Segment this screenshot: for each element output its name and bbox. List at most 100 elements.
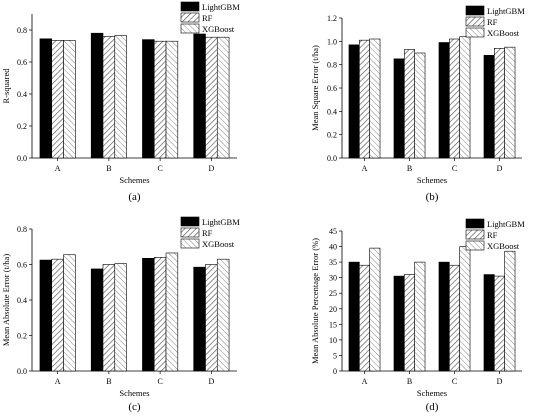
x-tick-label: A xyxy=(362,377,368,386)
y-tick-label: 0.8 xyxy=(327,61,337,70)
y-tick-label: 0.8 xyxy=(17,26,27,35)
bar-lightgbm-c xyxy=(142,257,155,372)
legend-swatch-lightgbm xyxy=(465,218,485,229)
y-axis-title: R-squared xyxy=(1,68,11,104)
bar-lightgbm-b xyxy=(393,58,405,159)
y-tick-label: 25 xyxy=(329,289,337,298)
x-tick-label: B xyxy=(106,377,111,386)
bar-xgboost-b xyxy=(414,261,426,372)
y-tick-label: 0.8 xyxy=(17,225,27,234)
chart-panel-d: 0 5 10 15 20 25 30 35 40 45 A B C D Schemes Mean Absolu… xyxy=(310,218,525,413)
bar-xgboost-c xyxy=(459,36,471,159)
bar-xgboost-c xyxy=(459,246,471,372)
panel-label: (b) xyxy=(426,191,439,203)
legend-swatch-rf xyxy=(180,12,200,23)
bar-lightgbm-d xyxy=(483,55,495,159)
panel-label: (d) xyxy=(426,401,439,413)
bar-lightgbm-b xyxy=(393,275,405,372)
bar-xgboost-a xyxy=(63,40,76,159)
bar-lightgbm-a xyxy=(39,259,53,372)
y-tick-label: 0 xyxy=(333,367,337,376)
bar-rf-a xyxy=(359,264,370,372)
x-tick-label: A xyxy=(362,164,368,173)
y-tick-label: 5 xyxy=(333,351,337,360)
panel-label: (a) xyxy=(128,191,141,203)
x-tick-label: C xyxy=(157,164,162,173)
y-tick-label: 40 xyxy=(329,243,337,252)
legend-swatch-lightgbm xyxy=(465,5,485,16)
y-tick-label: 0.4 xyxy=(17,296,27,305)
y-tick-label: 45 xyxy=(329,227,337,236)
legend-swatch-rf xyxy=(465,229,485,240)
bar-xgboost-a xyxy=(369,247,381,372)
y-tick-label: 0.6 xyxy=(327,84,337,93)
y-tick-label: 10 xyxy=(329,336,337,345)
y-tick-label: 15 xyxy=(329,320,337,329)
bar-rf-c xyxy=(153,40,167,159)
bar-xgboost-b xyxy=(114,35,127,159)
x-tick-label: D xyxy=(208,164,214,173)
x-tick-label: A xyxy=(55,377,61,386)
bar-rf-d xyxy=(494,275,505,372)
x-axis-title: Schemes xyxy=(417,388,447,398)
bar-lightgbm-d xyxy=(483,274,495,372)
legend-swatch-xgboost xyxy=(180,238,200,249)
legend-label-xgboost: XGBoost xyxy=(487,241,520,251)
chart-panel-a: 0.0 0.2 0.4 0.6 0.8 A B C D Schemes R-squared Light… xyxy=(1,1,240,203)
y-tick-label: 0.0 xyxy=(327,154,337,163)
legend-swatch-xgboost xyxy=(465,240,485,251)
bar-rf-a xyxy=(359,39,370,159)
bar-lightgbm-b xyxy=(90,32,104,159)
bar-rf-b xyxy=(404,49,415,159)
bar-lightgbm-d xyxy=(193,33,206,159)
x-tick-label: B xyxy=(106,164,111,173)
bar-xgboost-d xyxy=(504,46,516,159)
bar-rf-c xyxy=(153,257,167,372)
chart-panel-b: 0.0 0.2 0.4 0.6 0.8 1.0 1.2 A B C D Schemes Mean Squ… xyxy=(310,5,525,203)
bar-xgboost-b xyxy=(414,52,426,159)
x-tick-label: D xyxy=(497,377,503,386)
x-axis-title: Schemes xyxy=(119,388,149,398)
legend-label-lightgbm: LightGBM xyxy=(487,6,525,16)
bar-lightgbm-d xyxy=(193,266,206,372)
y-tick-label: 1.2 xyxy=(327,14,337,23)
bar-rf-b xyxy=(404,274,415,372)
panel-label: (c) xyxy=(128,401,141,413)
x-tick-label: C xyxy=(157,377,162,386)
legend-swatch-lightgbm xyxy=(180,1,200,12)
bar-rf-d xyxy=(494,48,505,159)
legend-label-rf: RF xyxy=(202,13,213,23)
y-tick-label: 0.2 xyxy=(327,131,337,140)
bar-lightgbm-c xyxy=(142,39,155,159)
y-axis-title: Mean Absolute Error (t/ha) xyxy=(1,254,11,346)
y-tick-label: 35 xyxy=(329,258,337,267)
y-tick-label: 0.2 xyxy=(17,122,27,131)
y-tick-label: 0.6 xyxy=(17,261,27,270)
legend-swatch-rf xyxy=(180,227,200,238)
y-tick-label: 30 xyxy=(329,274,337,283)
y-tick-label: 0.6 xyxy=(17,58,27,67)
bar-rf-c xyxy=(449,264,460,372)
legend-label-rf: RF xyxy=(487,17,498,27)
y-tick-label: 0.2 xyxy=(17,332,27,341)
legend-label-xgboost: XGBoost xyxy=(202,24,235,34)
bar-xgboost-a xyxy=(369,38,381,159)
x-tick-label: D xyxy=(497,164,503,173)
y-tick-label: 0.4 xyxy=(17,90,27,99)
y-tick-label: 0.0 xyxy=(17,367,27,376)
legend-label-xgboost: XGBoost xyxy=(487,28,520,38)
x-tick-label: D xyxy=(208,377,214,386)
x-tick-label: C xyxy=(452,164,457,173)
bar-xgboost-d xyxy=(504,250,516,372)
bar-xgboost-d xyxy=(216,258,230,372)
bar-rf-a xyxy=(51,40,64,159)
bar-xgboost-c xyxy=(165,40,179,159)
bar-rf-c xyxy=(449,38,460,159)
bar-xgboost-c xyxy=(165,252,179,372)
x-tick-label: B xyxy=(407,164,412,173)
y-tick-label: 1.0 xyxy=(327,37,337,46)
x-tick-label: B xyxy=(407,377,412,386)
y-axis-title: Mean Square Error (t/ha) xyxy=(310,45,320,131)
x-tick-label: A xyxy=(55,164,61,173)
